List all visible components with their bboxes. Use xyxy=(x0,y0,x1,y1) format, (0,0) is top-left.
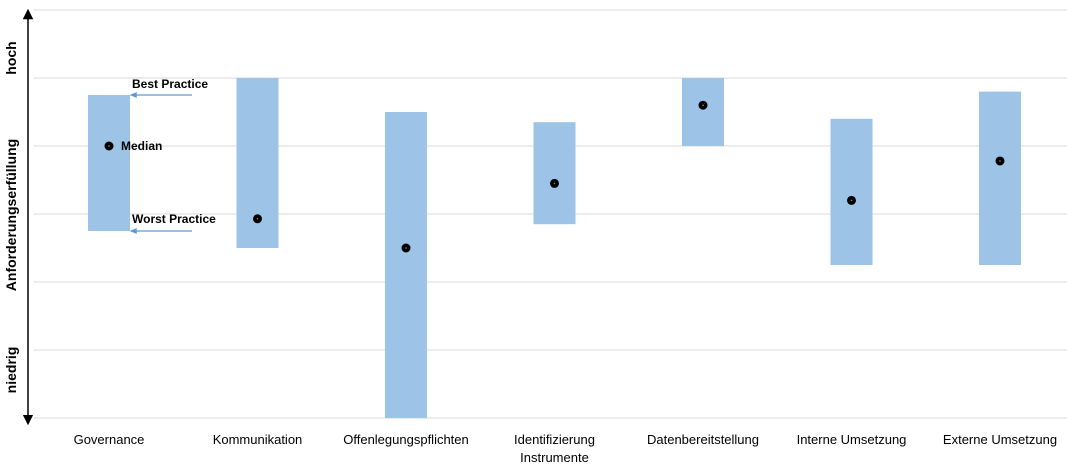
median-point-center xyxy=(256,217,259,220)
y-bottom-label: niedrig xyxy=(3,347,19,394)
range-bar xyxy=(979,91,1021,265)
range-bar xyxy=(830,118,873,265)
best-practice-annotation: Best Practice xyxy=(132,77,208,91)
x-tick-label: Datenbereitstellung xyxy=(647,432,759,447)
median-point-center xyxy=(405,247,407,249)
x-tick-label: Identifizierung Instrumente xyxy=(514,432,595,465)
x-tick-label: Interne Umsetzung xyxy=(797,432,907,447)
x-tick-label: Kommunikation xyxy=(213,432,303,447)
range-bar xyxy=(533,122,576,225)
median-markers xyxy=(104,100,1005,253)
range-bar xyxy=(682,78,724,146)
median-point-center xyxy=(108,145,110,147)
x-tick-label: Offenlegungspflichten xyxy=(343,432,469,447)
median-point-center xyxy=(850,199,853,202)
median-point-center xyxy=(702,104,704,106)
median-point-center xyxy=(553,182,556,185)
legend-annotations: Best Practice Median Worst Practice xyxy=(121,77,216,234)
range-bar xyxy=(88,95,130,231)
worst-practice-annotation: Worst Practice xyxy=(132,212,216,226)
y-top-label: hoch xyxy=(3,41,19,74)
x-tick-labels: Governance Kommunikation Offenlegungspflic… xyxy=(74,432,1058,465)
median-point-center xyxy=(999,160,1001,162)
median-annotation: Median xyxy=(121,139,162,153)
x-tick-label: Governance xyxy=(74,432,145,447)
range-bar xyxy=(385,112,427,418)
y-axis-label: Anforderungserfüllung xyxy=(3,139,19,291)
range-bars xyxy=(88,78,1021,418)
x-tick-label: Externe Umsetzung xyxy=(943,432,1057,447)
